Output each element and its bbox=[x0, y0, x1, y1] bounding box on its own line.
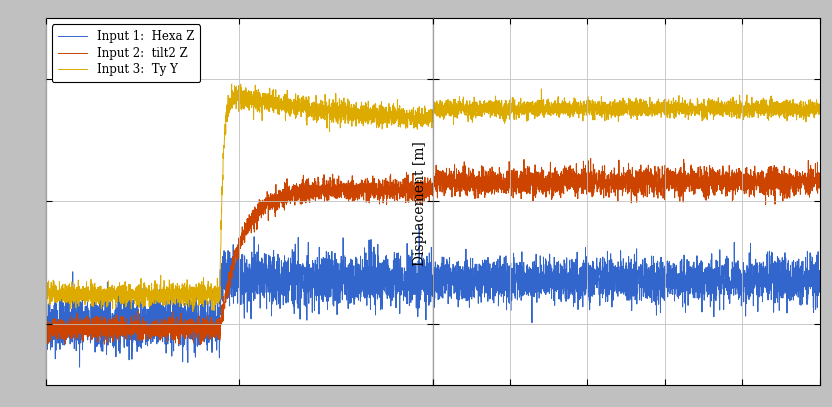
Input 2:  tilt2 Z: (0.173, -0.00894): tilt2 Z: (0.173, -0.00894) bbox=[108, 323, 118, 328]
Input 1:  Hexa Z: (0.384, -0.118): Hexa Z: (0.384, -0.118) bbox=[189, 350, 199, 355]
Input 3:  Ty Y: (0.173, 0.112): Ty Y: (0.173, 0.112) bbox=[108, 294, 118, 299]
Input 3:  Ty Y: (1, 0.858): Ty Y: (1, 0.858) bbox=[428, 112, 438, 116]
Input 3:  Ty Y: (0.427, 0.15): Ty Y: (0.427, 0.15) bbox=[206, 284, 216, 289]
Input 3:  Ty Y: (0.384, 0.136): Ty Y: (0.384, 0.136) bbox=[189, 288, 199, 293]
Input 2:  tilt2 Z: (0, -0.062): tilt2 Z: (0, -0.062) bbox=[41, 336, 51, 341]
Input 3:  Ty Y: (0, 0.0955): Ty Y: (0, 0.0955) bbox=[41, 298, 51, 303]
Input 1:  Hexa Z: (0.873, 0.205): Hexa Z: (0.873, 0.205) bbox=[379, 271, 389, 276]
Input 3:  Ty Y: (0.873, 0.887): Ty Y: (0.873, 0.887) bbox=[379, 105, 389, 109]
Input 2:  tilt2 Z: (0.932, 0.618): tilt2 Z: (0.932, 0.618) bbox=[402, 170, 412, 175]
Input 1:  Hexa Z: (0.0874, -0.178): Hexa Z: (0.0874, -0.178) bbox=[75, 365, 85, 370]
Line: Input 2:  tilt2 Z: Input 2: tilt2 Z bbox=[46, 173, 433, 345]
Line: Input 1:  Hexa Z: Input 1: Hexa Z bbox=[46, 227, 433, 367]
Input 2:  tilt2 Z: (0.873, 0.558): tilt2 Z: (0.873, 0.558) bbox=[379, 185, 389, 190]
Input 1:  Hexa Z: (0, 0.0273): Hexa Z: (0, 0.0273) bbox=[41, 315, 51, 319]
Input 1:  Hexa Z: (0.114, -0.0279): Hexa Z: (0.114, -0.0279) bbox=[85, 328, 95, 333]
Input 2:  tilt2 Z: (0.383, -0.0213): tilt2 Z: (0.383, -0.0213) bbox=[189, 326, 199, 331]
Input 2:  tilt2 Z: (0.399, -0.0862): tilt2 Z: (0.399, -0.0862) bbox=[196, 342, 206, 347]
Input 3:  Ty Y: (0.981, 0.839): Ty Y: (0.981, 0.839) bbox=[420, 116, 430, 121]
Input 3:  Ty Y: (0.504, 0.981): Ty Y: (0.504, 0.981) bbox=[235, 82, 245, 87]
Line: Input 3:  Ty Y: Input 3: Ty Y bbox=[46, 84, 433, 312]
Input 3:  Ty Y: (0.38, 0.0491): Ty Y: (0.38, 0.0491) bbox=[188, 309, 198, 314]
Input 2:  tilt2 Z: (0.981, 0.55): tilt2 Z: (0.981, 0.55) bbox=[420, 187, 430, 192]
Input 2:  tilt2 Z: (0.427, -0.0533): tilt2 Z: (0.427, -0.0533) bbox=[206, 334, 216, 339]
Input 1:  Hexa Z: (0.965, 0.396): Hexa Z: (0.965, 0.396) bbox=[414, 224, 424, 229]
Legend: Input 1:  Hexa Z, Input 2:  tilt2 Z, Input 3:  Ty Y: Input 1: Hexa Z, Input 2: tilt2 Z, Input… bbox=[52, 24, 200, 82]
Input 1:  Hexa Z: (0.427, -0.00839): Hexa Z: (0.427, -0.00839) bbox=[206, 323, 216, 328]
Input 3:  Ty Y: (0.114, 0.117): Ty Y: (0.114, 0.117) bbox=[85, 293, 95, 298]
Input 1:  Hexa Z: (1, 0.171): Hexa Z: (1, 0.171) bbox=[428, 279, 438, 284]
Input 1:  Hexa Z: (0.981, 0.215): Hexa Z: (0.981, 0.215) bbox=[420, 269, 430, 274]
Input 2:  tilt2 Z: (1, 0.524): tilt2 Z: (1, 0.524) bbox=[428, 193, 438, 198]
Text: Displacement [m]: Displacement [m] bbox=[414, 141, 427, 266]
Input 1:  Hexa Z: (0.174, 0.0299): Hexa Z: (0.174, 0.0299) bbox=[108, 314, 118, 319]
Input 2:  tilt2 Z: (0.114, -0.0426): tilt2 Z: (0.114, -0.0426) bbox=[85, 332, 95, 337]
